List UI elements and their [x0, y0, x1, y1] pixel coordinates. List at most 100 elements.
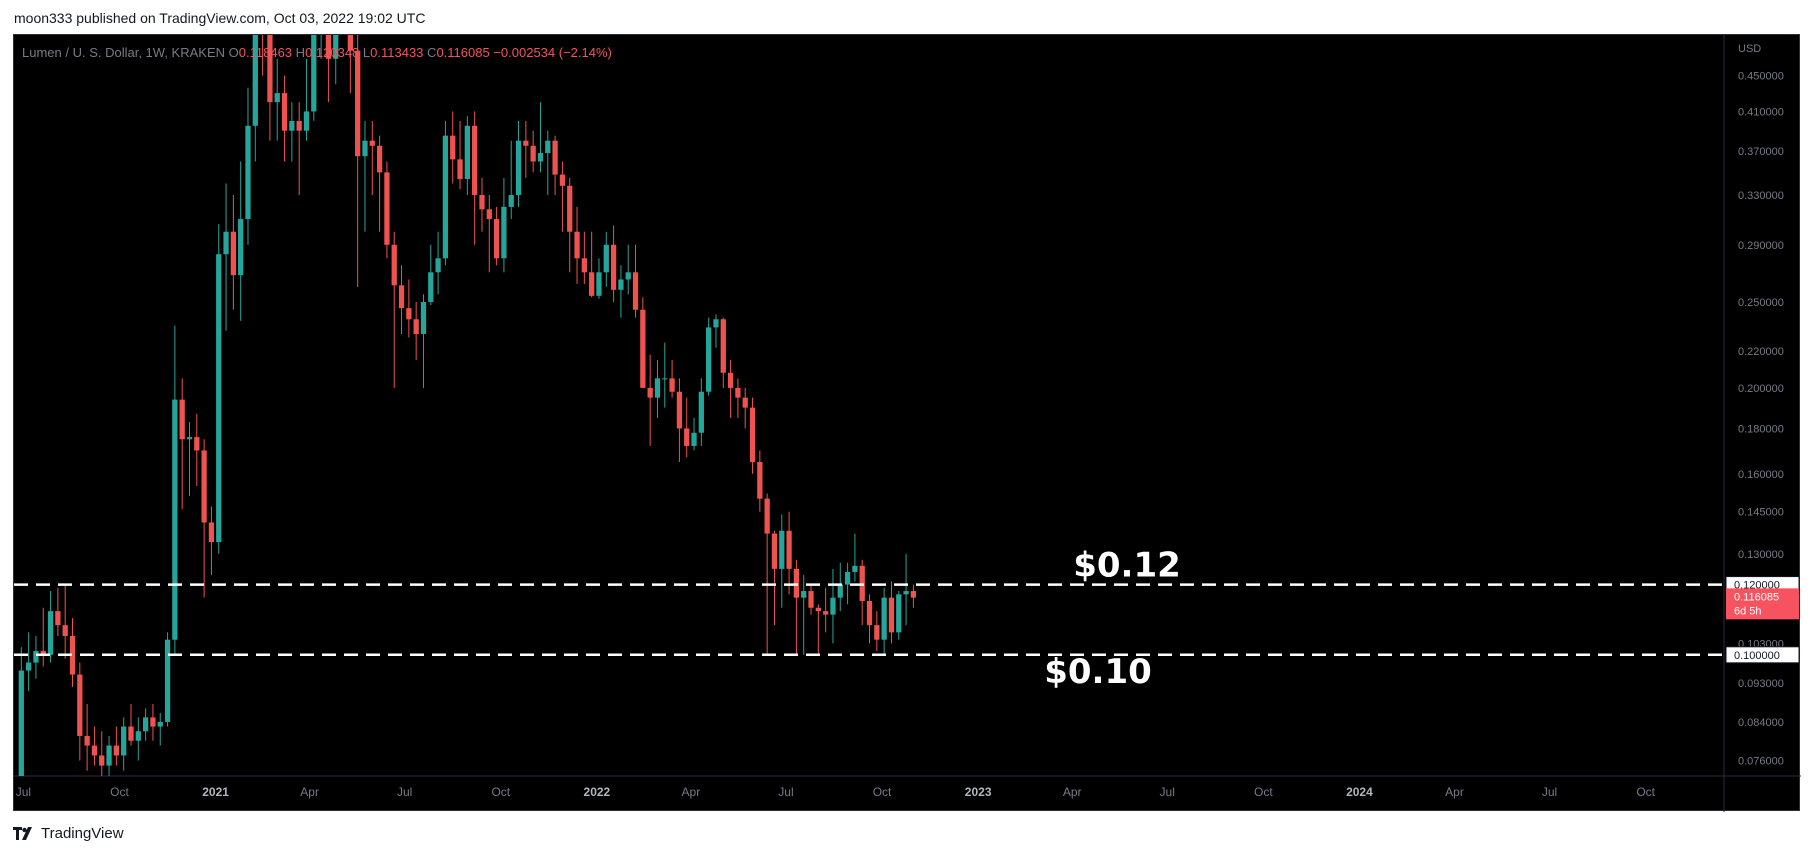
candle-body — [669, 378, 675, 392]
candle-body — [406, 308, 412, 320]
candle-body — [581, 258, 587, 273]
price-tick-label: 0.180000 — [1738, 423, 1784, 435]
candle-body — [333, 35, 339, 59]
time-tick-label: Oct — [491, 785, 510, 799]
price-tick-label: 0.076000 — [1738, 755, 1784, 767]
price-tick-label: 0.160000 — [1738, 469, 1784, 481]
candle-body — [442, 135, 449, 259]
candle-body — [55, 611, 61, 626]
candle-body — [735, 387, 741, 398]
price-tick-label: 0.130000 — [1738, 549, 1784, 561]
candle-body — [537, 153, 544, 162]
candle-body — [428, 272, 434, 302]
candle-body — [91, 745, 98, 756]
candle-body — [647, 387, 653, 398]
candle-body — [121, 726, 127, 756]
candle-body — [662, 378, 668, 380]
candle-body — [77, 674, 83, 736]
candle-body — [208, 522, 215, 543]
candle-body — [106, 745, 112, 766]
candle-body — [420, 301, 427, 335]
candle-body — [742, 397, 748, 408]
tradingview-brand: TradingView — [41, 825, 124, 842]
candle-body — [654, 378, 661, 398]
candle-body — [450, 135, 456, 160]
legend-close-label: C — [427, 45, 437, 60]
candle-body — [786, 530, 792, 569]
time-tick-label: Oct — [1636, 785, 1655, 799]
candle-body — [62, 625, 68, 637]
candle-body — [727, 372, 734, 388]
candle-body — [113, 745, 120, 756]
legend-low: 0.113433 — [370, 45, 424, 60]
candle-body — [610, 244, 617, 290]
tradingview-logo[interactable]: TradingView — [13, 825, 124, 842]
candle-body — [866, 600, 873, 626]
candle-body — [376, 145, 383, 173]
time-tick-label: 2024 — [1346, 785, 1373, 799]
level-axis-badge — [1725, 646, 1800, 664]
time-tick-label: Jul — [397, 785, 412, 799]
candle-body — [69, 636, 76, 675]
price-tick-label: 0.410000 — [1738, 106, 1784, 118]
time-tick-label: 2023 — [965, 785, 992, 799]
candle-body — [172, 399, 178, 640]
candle-body — [33, 650, 39, 663]
candle-body — [771, 533, 778, 569]
candle-body — [296, 120, 302, 131]
candle-body — [567, 185, 573, 232]
candle-body — [472, 125, 478, 196]
candle-body — [325, 35, 332, 59]
bar-countdown-label: 6d 5h — [1734, 605, 1762, 617]
candle-body — [230, 231, 236, 276]
candle-body — [523, 140, 529, 146]
time-tick-label: Jul — [1160, 785, 1175, 799]
tradingview-logo-icon — [13, 826, 32, 840]
price-tick-label: 0.200000 — [1738, 383, 1784, 395]
candle-body — [179, 399, 185, 440]
currency-label: USD — [1738, 43, 1761, 55]
candle-body — [355, 50, 361, 157]
candle-body — [698, 391, 704, 433]
last-price-label: 0.116085 — [1734, 591, 1779, 603]
candle-body — [779, 530, 785, 569]
candle-body — [508, 195, 514, 207]
candle-body — [640, 309, 646, 388]
candle-body — [486, 209, 492, 220]
time-tick-label: 2022 — [584, 785, 611, 799]
time-tick-label: 2021 — [202, 785, 229, 799]
chart-frame[interactable]: USD 0.450000 0.410000 0.370000 0.330000 0.290… — [13, 34, 1801, 812]
level-label: $0.12 — [1073, 546, 1181, 586]
price-tick-label: 0.250000 — [1738, 297, 1784, 309]
candle-body — [823, 611, 829, 615]
candle-body — [142, 717, 149, 732]
candle-body — [157, 721, 163, 727]
price-tick-label: 0.330000 — [1738, 190, 1784, 202]
candle-body — [881, 597, 887, 640]
time-tick-label: Oct — [1254, 785, 1273, 799]
candle-body — [99, 755, 105, 766]
candle-body — [501, 206, 507, 259]
candle-body — [384, 172, 390, 245]
candle-body — [40, 650, 46, 655]
candles-group — [18, 35, 917, 776]
candle-body — [391, 244, 397, 286]
candle-body — [691, 432, 697, 446]
time-tick-label: Apr — [300, 785, 319, 799]
legend-high-label: H — [295, 45, 306, 60]
candle-body — [844, 571, 851, 585]
candlestick-chart[interactable]: USD 0.450000 0.410000 0.370000 0.330000 0.290… — [14, 35, 1801, 812]
legend-close: 0.116085 — [436, 45, 490, 60]
candle-body — [801, 591, 807, 598]
candle-body — [47, 611, 54, 655]
candle-body — [252, 35, 258, 126]
candle-body — [398, 285, 405, 309]
candle-body — [720, 319, 726, 373]
candle-body — [808, 591, 814, 608]
price-tick-label: 0.450000 — [1738, 71, 1784, 83]
candle-body — [896, 594, 902, 633]
candle-body — [201, 450, 207, 523]
level-label: $0.10 — [1044, 652, 1152, 692]
candle-body — [852, 565, 858, 572]
candle-body — [362, 140, 368, 157]
